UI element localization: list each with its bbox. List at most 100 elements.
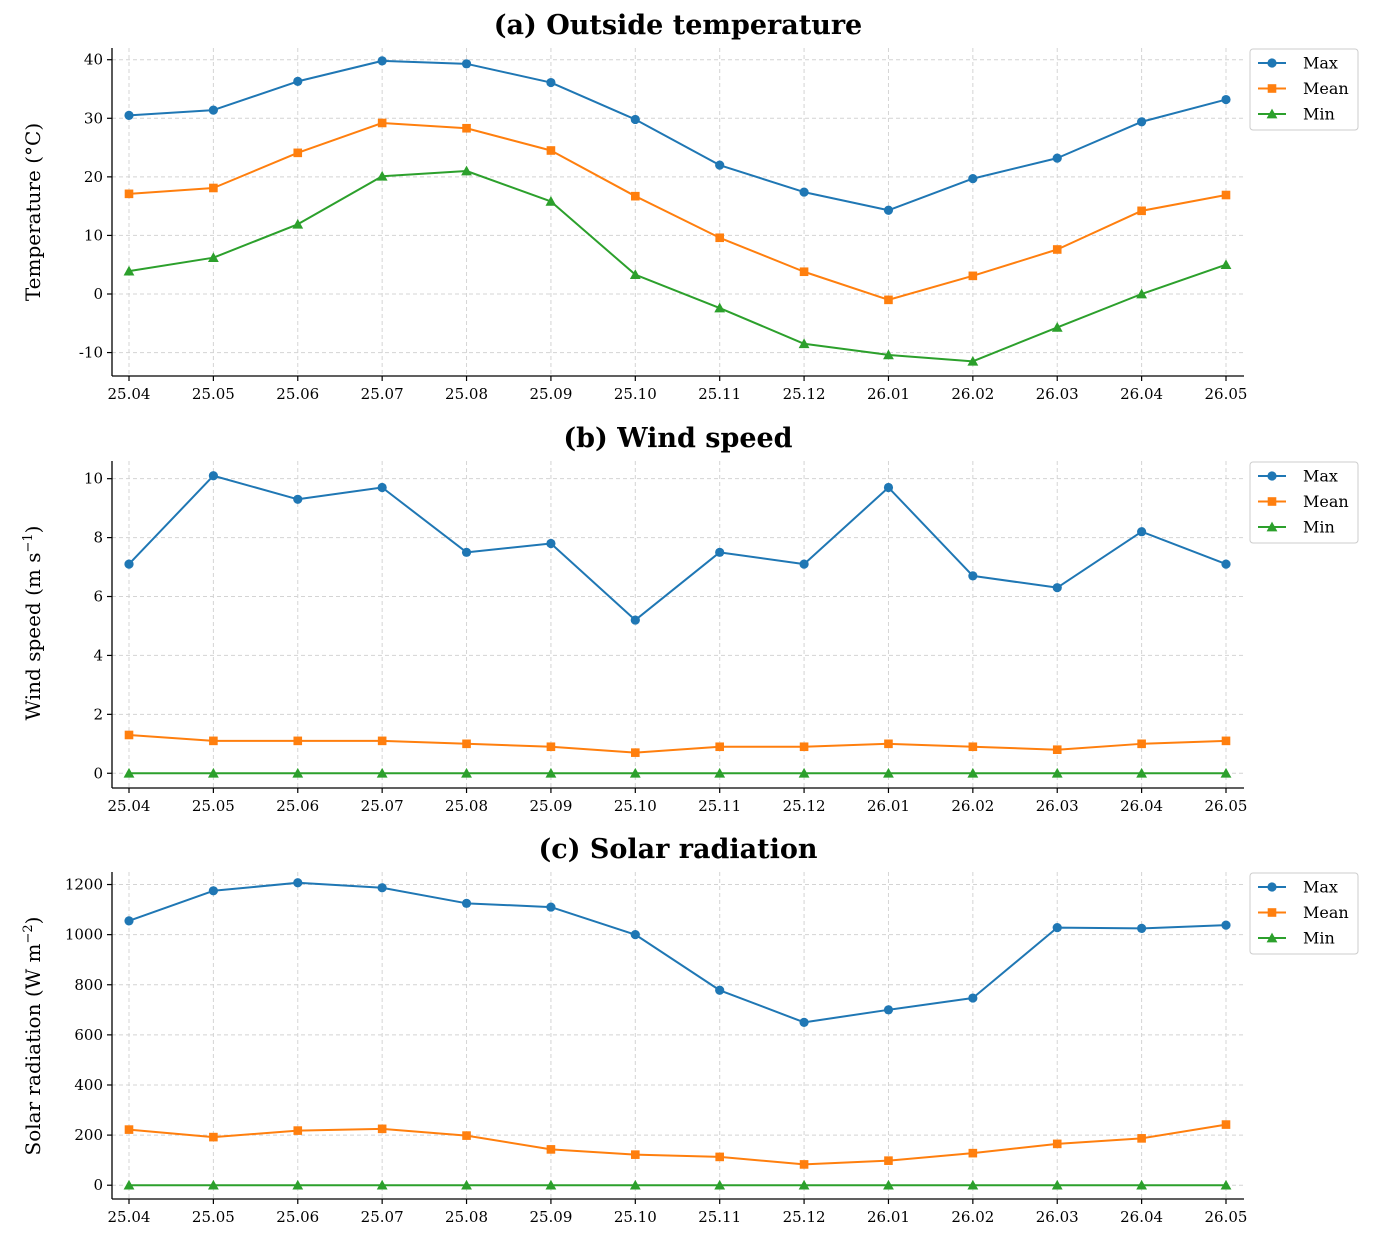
- panel-c-series-min-point: [292, 1179, 304, 1190]
- panel-b-legend-min-marker: [1266, 521, 1278, 532]
- panel-a-ytick-label: 30: [84, 109, 103, 127]
- panel-b-series-max-point: [883, 482, 894, 493]
- panel-a-series-min-point: [967, 355, 979, 366]
- panel-a-series-min-point: [1136, 288, 1148, 299]
- panel-c-xtick-label: 26.04: [1120, 1208, 1163, 1226]
- panel-c-series-max-point: [377, 883, 387, 893]
- panel-a-series-min-point: [1051, 321, 1063, 332]
- panel-c-ylabel-tail: ): [21, 917, 45, 925]
- panel-c-series-mean-point: [124, 1125, 134, 1134]
- panel-b-ylabel-sup: −1: [21, 533, 36, 552]
- panel-b-series-max-point: [546, 538, 556, 549]
- panel-c-series-mean-point: [715, 1152, 724, 1162]
- panel-b-xtick-label: 25.06: [276, 797, 319, 815]
- panel-b-xtick-label: 25.05: [192, 797, 235, 815]
- panel-c-xtick-label: 26.02: [951, 1208, 994, 1226]
- panel-a-series-min-point: [207, 252, 219, 263]
- panel-a-xtick-label: 25.08: [445, 385, 488, 403]
- panel-b-series-mean-point: [124, 730, 134, 740]
- panel-c-series-min-point: [207, 1179, 219, 1190]
- panel-c-series-max-point: [208, 886, 218, 896]
- panel-c-series-mean-point: [209, 1132, 218, 1142]
- panel-b-legend-min-label: Min: [1303, 518, 1335, 537]
- panel-c-series-max-point: [1221, 920, 1231, 930]
- panel-a-ytick-label: -10: [79, 344, 103, 362]
- panel-a-series-mean-point: [377, 118, 387, 128]
- panel-b-series-min-point: [207, 767, 219, 778]
- panel-c-xtick-label: 25.10: [614, 1208, 657, 1226]
- panel-c-ytick-label: 400: [74, 1076, 103, 1094]
- panel-a-ytick-label: 10: [84, 226, 103, 244]
- panel-b-series-min-point: [292, 767, 304, 778]
- panel-b-series-min-point: [967, 767, 979, 778]
- panel-c-series-mean-point: [293, 1126, 303, 1135]
- panel-a-series-max-point: [630, 114, 640, 125]
- panel-b-series-mean-point: [631, 748, 640, 757]
- panel-c-xtick-label: 25.12: [783, 1208, 826, 1226]
- panel-b-series-mean-point: [462, 739, 471, 749]
- panel-a-series-max-point: [1137, 117, 1147, 127]
- panel-a-xtick-label: 25.07: [361, 385, 404, 403]
- panel-a-xtick-label: 25.06: [276, 385, 319, 403]
- panel-a-series-min-line: [128, 170, 1227, 363]
- panel-b-ylabel-text: Wind speed (m s: [21, 553, 45, 721]
- panel-a-series-min-point: [714, 302, 726, 313]
- panel-c-series-mean-point: [377, 1124, 387, 1134]
- panel-a-series-mean-point: [799, 267, 809, 277]
- panel-c-series-mean-point: [968, 1148, 978, 1158]
- panel-a-legend-mean-marker: [1267, 84, 1277, 93]
- panel-a-series-min-point: [629, 269, 641, 279]
- panel-b-series-max-point: [208, 471, 218, 481]
- panel-a-series-min-point: [545, 196, 557, 206]
- panel-a-xtick-label: 25.04: [108, 385, 151, 403]
- panel-c-series-mean-point: [1137, 1134, 1146, 1143]
- panel-b-ylabel: Wind speed (m s−1): [21, 526, 45, 721]
- panel-c-series-mean-point: [884, 1156, 893, 1165]
- panel-b-series-min-point: [714, 767, 726, 778]
- panel-a-ytick-label: 40: [84, 51, 103, 69]
- panel-a-legend-max-label: Max: [1303, 54, 1338, 73]
- panel-b-xtick-label: 25.04: [108, 797, 151, 815]
- panel-c-series-mean-point: [546, 1145, 556, 1154]
- panel-b-ylabel-tail: ): [21, 526, 45, 534]
- panel-c-series-max-point: [715, 985, 725, 995]
- panel-a-series-min-point: [883, 349, 894, 360]
- panel-a-ytick-label: 0: [93, 285, 103, 303]
- panel-a-legend-mean-label: Mean: [1303, 79, 1349, 98]
- panel-c-series-mean-point: [631, 1150, 640, 1159]
- panel-a-series-max-point: [715, 160, 725, 170]
- panel-a-series-mean-point: [1137, 206, 1146, 216]
- panel-c-xtick-label: 25.07: [361, 1208, 404, 1226]
- panel-a-series-min-point: [461, 165, 472, 176]
- panel-b-legend-max-marker: [1267, 471, 1277, 481]
- panel-c-xtick-label: 25.06: [276, 1208, 319, 1226]
- panel-a-series-mean-point: [462, 123, 471, 133]
- panel-b-ytick-label: 4: [93, 646, 103, 664]
- panel-a-series-mean-point: [546, 146, 556, 155]
- panel-c-series-min-point: [1220, 1179, 1232, 1190]
- panel-b-series-max-point: [1137, 527, 1147, 537]
- panel-a-xtick-label: 26.04: [1120, 385, 1163, 403]
- panel-b-xtick-label: 25.11: [698, 797, 741, 815]
- panel-b-series-min-point: [629, 767, 641, 778]
- panel-b-series-max-point: [1052, 583, 1062, 593]
- panel-a-series-mean-point: [1052, 245, 1062, 254]
- panel-c-series-max-point: [546, 902, 556, 912]
- panel-b-series-max-point: [630, 615, 640, 625]
- panel-b-series-mean-point: [799, 742, 809, 752]
- panel-b-xtick-label: 26.02: [951, 797, 994, 815]
- panel-b-legend: [1249, 461, 1359, 544]
- panel-a-plot: -10 0 10 20 30 40 25.04 25.05 25.06 25.07 25.08 25.…: [79, 48, 1359, 403]
- panel-b-xtick-label: 25.09: [529, 797, 572, 815]
- panel-b-series-max-point: [968, 571, 978, 581]
- panel-b-series-max-point: [799, 559, 809, 569]
- panel-c-ytick-label: 200: [74, 1126, 103, 1144]
- panel-c-series-min-point: [967, 1179, 979, 1190]
- panel-c-xtick-label: 25.04: [108, 1208, 151, 1226]
- panel-c-series-max-point: [461, 898, 472, 908]
- panel-b-series-max-point: [124, 559, 134, 569]
- panel-a-series-min-point: [798, 338, 810, 349]
- panel-a-series-mean-line: [128, 121, 1227, 301]
- panel-b-series-min-point: [123, 767, 135, 778]
- panel-c-series-max-point: [630, 930, 640, 940]
